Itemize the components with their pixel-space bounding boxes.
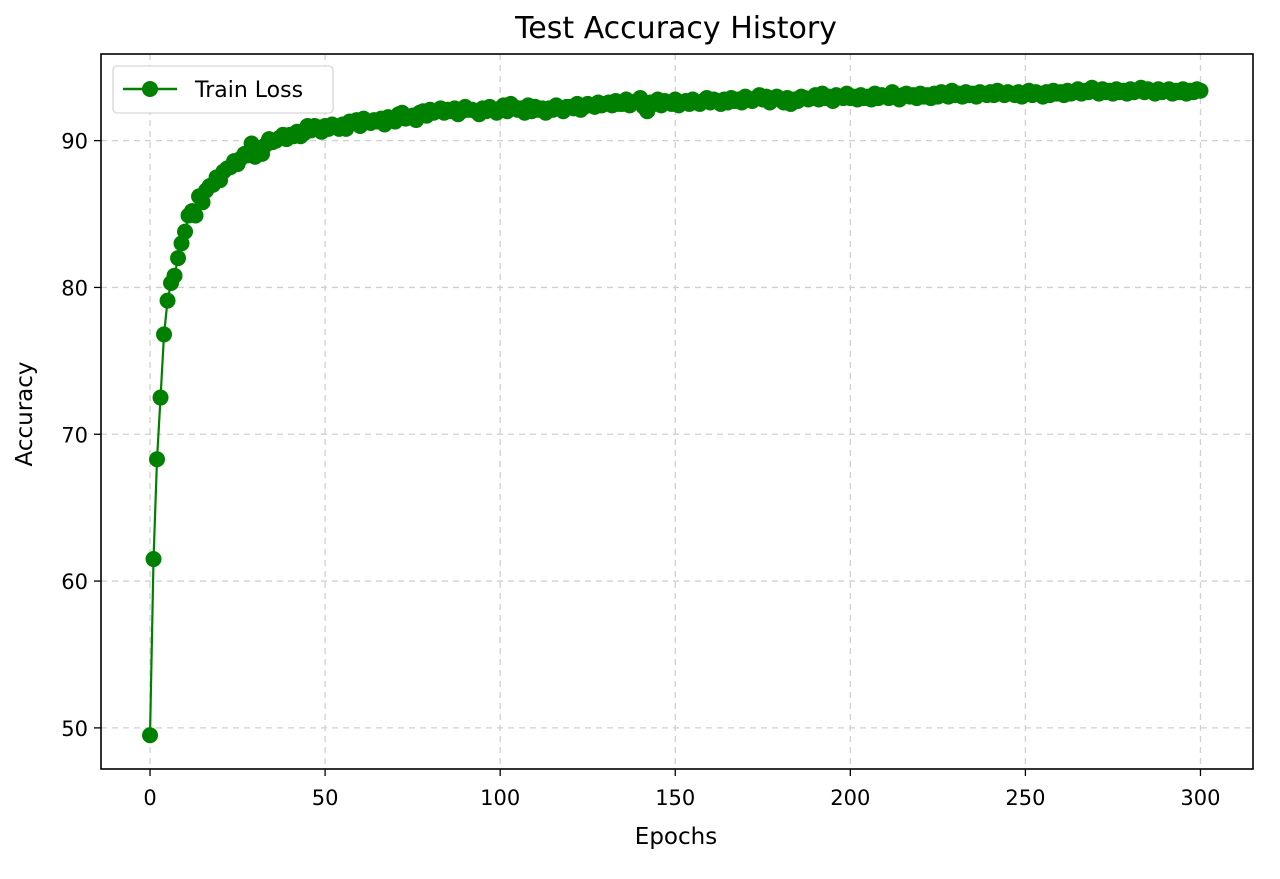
data-point [145,551,162,568]
data-series [142,79,1209,744]
chart-title: Test Accuracy History [514,11,837,46]
x-tick-label: 150 [655,786,695,810]
x-tick-label: 50 [312,786,339,810]
y-axis-label: Accuracy [12,361,38,466]
data-point [170,250,187,267]
x-tick-label: 100 [480,786,520,810]
x-tick-label: 0 [143,786,156,810]
y-tick-label: 80 [61,276,88,300]
data-point [1192,82,1209,99]
plot-frame [100,53,1254,770]
data-point [166,267,183,284]
y-tick-label: 70 [61,423,88,447]
data-point [142,727,159,744]
legend-box [112,65,334,114]
data-point [156,326,173,343]
legend-marker-swatch [142,81,158,97]
data-point [159,292,176,309]
data-point [177,223,194,240]
data-point [187,207,204,224]
axis-ticks: 0 50 100 150 200 250 300 50 60 70 80 90 [61,130,1220,810]
x-tick-label: 300 [1180,786,1220,810]
grid-lines [101,54,1253,769]
data-point [149,451,166,468]
x-tick-label: 250 [1005,786,1045,810]
y-tick-label: 60 [61,570,88,594]
legend: Train Loss [112,65,334,114]
data-point [152,389,169,406]
y-tick-label: 90 [61,130,88,154]
x-axis-label: Epochs [635,824,717,850]
y-tick-label: 50 [61,717,88,741]
legend-entry-train-loss: Train Loss [194,78,303,103]
x-tick-label: 200 [830,786,870,810]
